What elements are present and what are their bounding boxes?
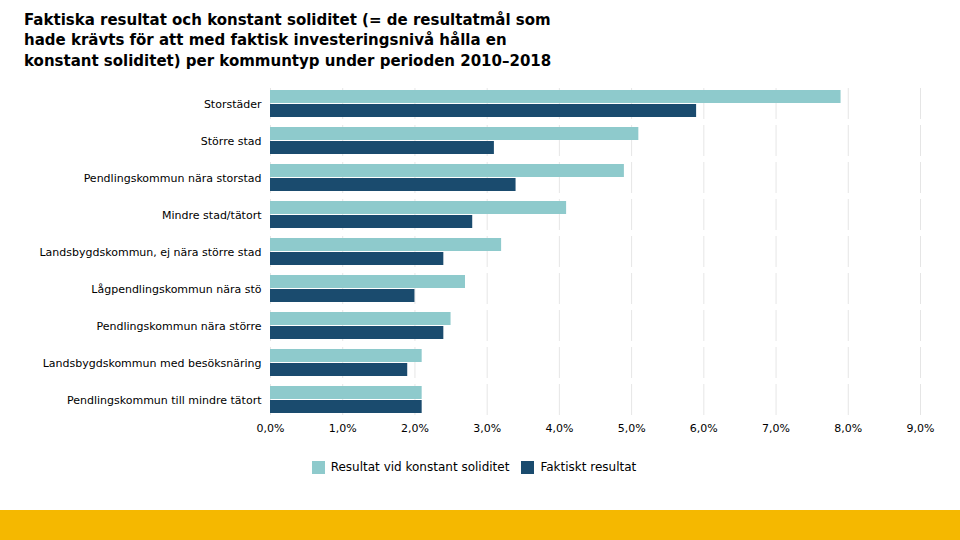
- svg-text:Pendlingskommun till mindre tä: Pendlingskommun till mindre tätort: [67, 393, 262, 406]
- svg-text:Pendlingskommun nära större: Pendlingskommun nära större: [97, 319, 262, 332]
- svg-text:4,0%: 4,0%: [545, 422, 573, 435]
- svg-text:Lågpendlingskommun nära stö: Lågpendlingskommun nära stö: [91, 282, 261, 295]
- svg-text:7,0%: 7,0%: [762, 422, 790, 435]
- html-text:Resultat vid konstant solidite: Resultat vid konstant soliditet: [330, 460, 510, 475]
- svg-text:6,0%: 6,0%: [690, 422, 718, 435]
- svg-text:2,0%: 2,0%: [401, 422, 429, 435]
- svg-text:5,0%: 5,0%: [618, 422, 646, 435]
- svg-text:3,0%: 3,0%: [473, 422, 501, 435]
- svg-text:9,0%: 9,0%: [907, 422, 935, 435]
- svg-text:Storstäder: Storstäder: [204, 97, 262, 110]
- svg-text:1,0%: 1,0%: [329, 422, 357, 435]
- html-text:Faktiska resultat och konstant: Faktiska resultat och konstant soliditet…: [24, 11, 552, 70]
- html-text:Faktiskt resultat: Faktiskt resultat: [540, 460, 637, 475]
- svg-text:Större stad: Större stad: [201, 134, 262, 147]
- svg-text:0,0%: 0,0%: [257, 422, 285, 435]
- svg-text:Mindre stad/tätort: Mindre stad/tätort: [162, 208, 262, 221]
- svg-text:8,0%: 8,0%: [834, 422, 862, 435]
- svg-text:Pendlingskommun nära storstad: Pendlingskommun nära storstad: [84, 171, 262, 184]
- svg-text:Landsbygdskommun med besöksnär: Landsbygdskommun med besöksnäring: [43, 356, 262, 369]
- svg-text:Landsbygdskommun, ej nära stör: Landsbygdskommun, ej nära större stad: [39, 245, 261, 258]
